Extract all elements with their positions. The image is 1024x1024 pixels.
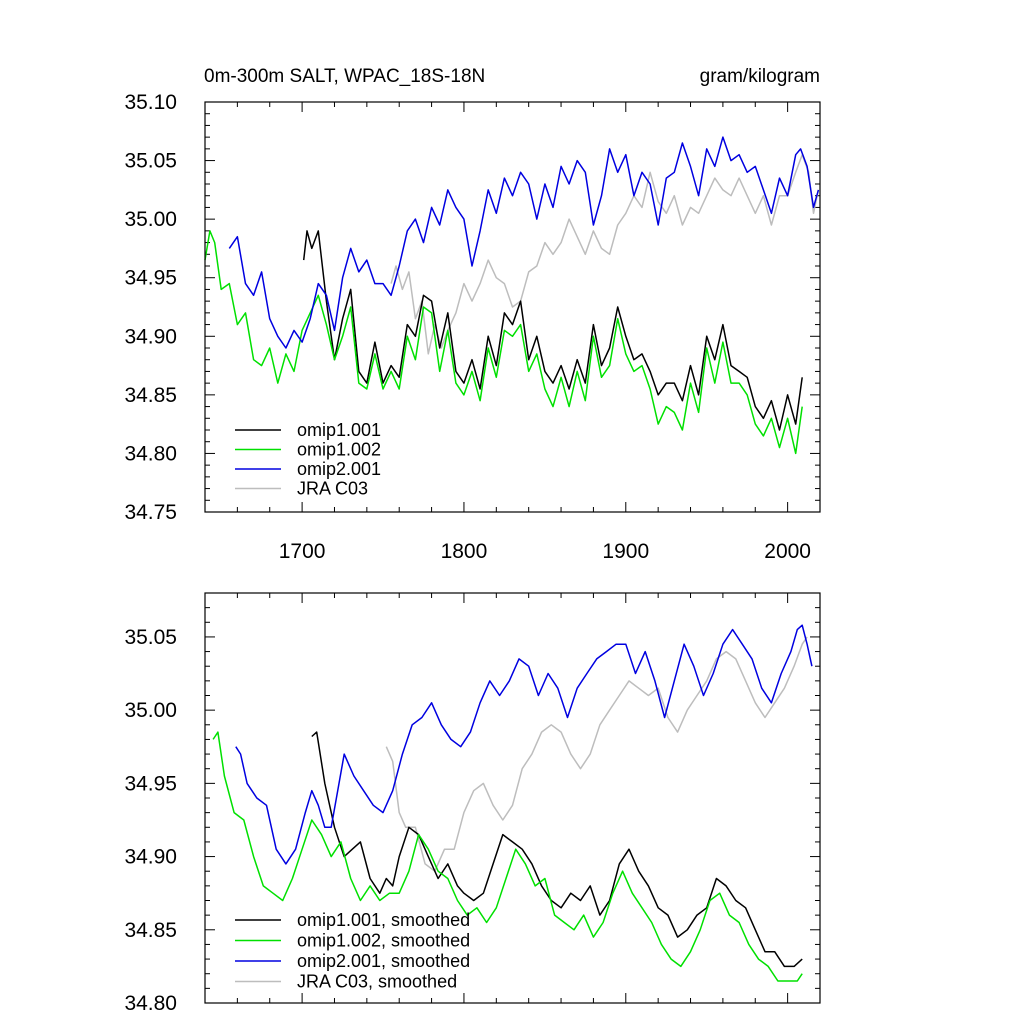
y-tick-label: 34.85: [124, 384, 177, 407]
top-tick-marks: [204, 101, 821, 513]
series-line-jra-c03: [390, 153, 820, 355]
y-tick-label: 35.05: [124, 626, 177, 649]
series-line-omip1-002: [204, 230, 803, 455]
legend-label: omip1.002: [297, 440, 381, 460]
top-plot-frame: [204, 101, 821, 513]
series-line-omip2-001: [228, 136, 820, 349]
legend-label: omip2.001: [297, 459, 381, 479]
y-tick-label: 34.75: [124, 501, 177, 524]
y-tick-label: 34.95: [124, 772, 177, 795]
legend-label: JRA C03, smoothed: [297, 972, 457, 992]
top-x-tick-labels: 1700 1800 1900 2000: [279, 540, 811, 563]
y-tick-label: 35.00: [124, 699, 177, 722]
y-tick-label: 34.80: [124, 992, 177, 1015]
legend-label: omip1.002, smoothed: [297, 931, 470, 951]
series-line-omip2-001-smoothed: [235, 624, 813, 865]
y-tick-label: 35.10: [124, 91, 177, 114]
x-tick-label: 2000: [764, 540, 811, 563]
series-line-jra-c03-smoothed: [385, 636, 808, 872]
y-tick-label: 34.95: [124, 267, 177, 290]
y-tick-label: 34.90: [124, 846, 177, 869]
x-tick-label: 1700: [279, 540, 326, 563]
top-chart-units: gram/kilogram: [700, 66, 820, 87]
series-line-omip1-001: [302, 230, 803, 431]
legend-label: JRA C03: [297, 479, 368, 499]
x-tick-label: 1800: [441, 540, 488, 563]
y-tick-label: 35.05: [124, 150, 177, 173]
x-tick-label: 1900: [602, 540, 649, 563]
y-tick-label: 34.90: [124, 325, 177, 348]
bottom-series: [212, 624, 813, 982]
y-tick-label: 34.80: [124, 442, 177, 465]
legend-label: omip1.001: [297, 420, 381, 440]
bottom-panel: 34.80 34.85 34.90 34.95 35.00 35.05 omip1.001…: [124, 592, 821, 1015]
legend-label: omip2.001, smoothed: [297, 951, 470, 971]
top-panel: 0m-300m SALT, WPAC_18S-18N gram/kilogram…: [124, 66, 821, 563]
top-chart-title: 0m-300m SALT, WPAC_18S-18N: [204, 66, 485, 87]
top-series: [204, 136, 820, 455]
bottom-y-tick-labels: 34.80 34.85 34.90 34.95 35.00 35.05: [124, 626, 177, 1015]
series-line-omip1-001-smoothed: [311, 731, 803, 968]
legend-label: omip1.001, smoothed: [297, 910, 470, 930]
top-y-tick-labels: 34.75 34.80 34.85 34.90 34.95 35.00 35.05 35.10: [124, 91, 177, 524]
y-tick-label: 34.85: [124, 919, 177, 942]
y-tick-label: 35.00: [124, 208, 177, 231]
series-line-omip1-002-smoothed: [212, 731, 803, 982]
bottom-plot-frame: [204, 592, 821, 1004]
bottom-tick-marks: [204, 592, 821, 1004]
